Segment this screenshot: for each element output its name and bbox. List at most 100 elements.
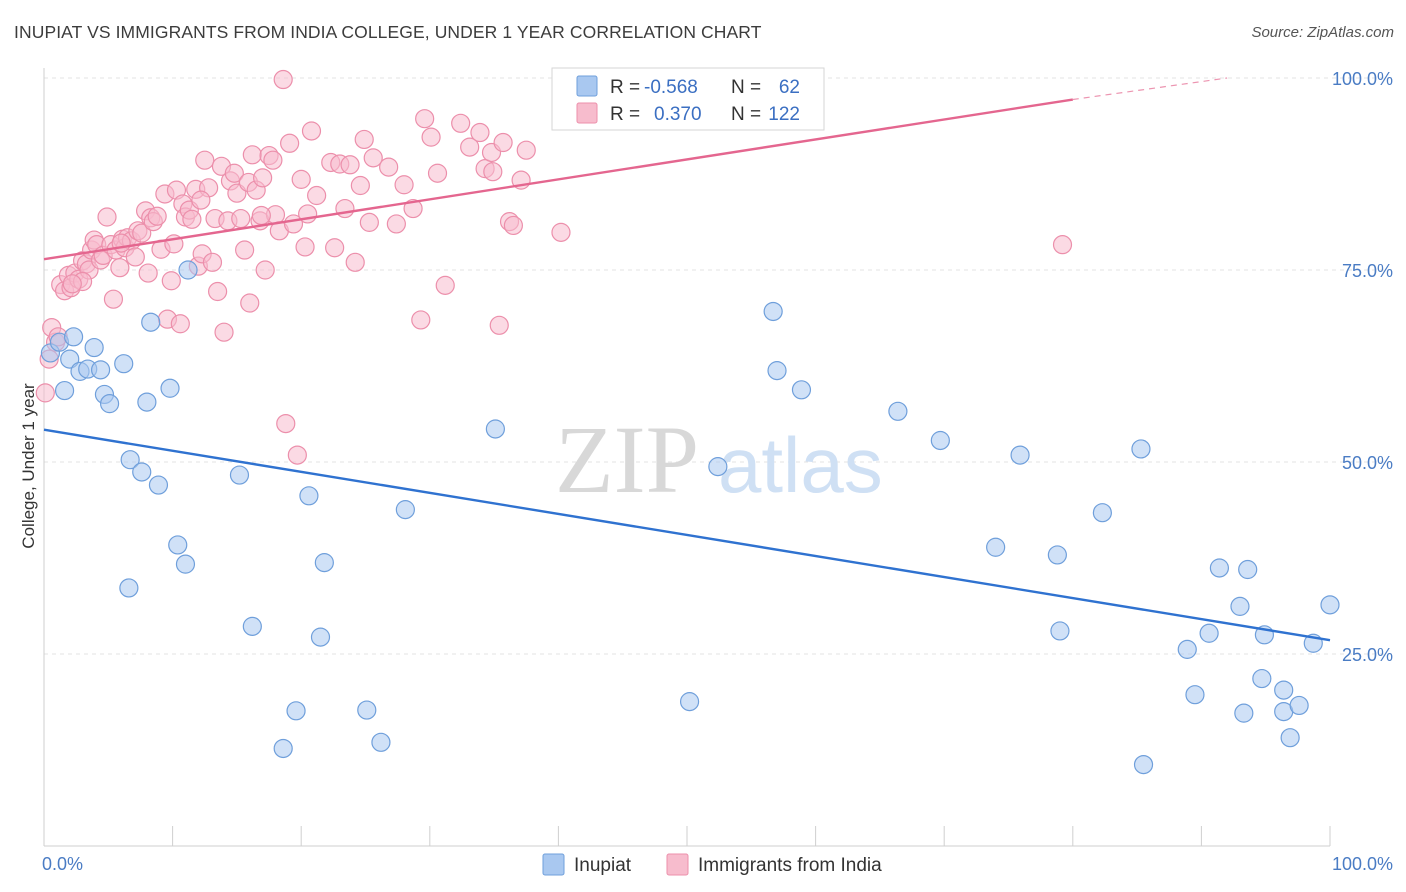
india-point [503,215,523,236]
inupiat-point [1209,558,1230,578]
india-point [214,322,234,342]
india-point [182,209,202,229]
y-tick-label: 25.0% [1342,645,1393,665]
india-point [273,69,293,90]
india-point [359,212,379,232]
india-point [251,205,271,226]
inupiat-point [242,616,262,636]
inupiat-point [132,462,152,482]
inupiat-point [175,554,196,574]
india-point [411,310,431,330]
india-point [470,122,490,143]
inupiat-point [160,378,180,398]
inupiat-point [930,430,950,451]
india-point [280,133,300,153]
inupiat-point [1230,596,1250,616]
inupiat-point [1185,685,1205,705]
india-point [103,289,124,309]
india-point [161,271,181,291]
inupiat-point [178,260,198,280]
legend-n-value-india: 122 [768,104,800,125]
inupiat-point [1177,639,1197,659]
inupiat-point [60,349,80,369]
inupiat-point [137,392,157,412]
india-point [35,383,55,403]
y-tick-label: 75.0% [1342,261,1393,281]
india-point [301,121,322,141]
inupiat-point [791,380,812,400]
india-point [340,155,360,175]
india-point [460,137,480,157]
inupiat-point [395,500,415,520]
india-point [231,208,251,229]
inupiat-point [485,419,505,439]
axes [43,68,1331,847]
india-point [350,175,370,196]
india-point [363,148,383,168]
inupiat-point [84,337,104,358]
india-point [325,238,345,258]
chart-title: INUPIAT VS IMMIGRANTS FROM INDIA COLLEGE… [14,22,762,42]
inupiat-point [679,692,700,712]
india-point [202,252,223,272]
inupiat-point [357,700,377,720]
india-point [242,145,262,165]
india-point [235,240,255,260]
india-point [354,129,374,150]
inupiat-point [888,401,908,421]
inupiat-point [1320,595,1340,615]
series-inupiat-points [40,260,1340,775]
india-point [394,175,414,195]
inupiat-point [371,732,391,752]
inupiat-point [1050,621,1070,641]
inupiat-point [314,553,334,573]
india-point [415,109,435,129]
bottom-legend-swatch-inupiat [542,853,565,876]
inupiat-point [63,327,84,347]
tick-labels: 25.0% 50.0% 75.0% 100.0% 0.0% 100.0% [42,69,1393,874]
inupiat-point [986,537,1006,557]
grid-lines [44,77,1392,655]
india-point [110,258,130,278]
inupiat-point [310,627,331,647]
india-point [287,445,307,465]
india-point [403,198,423,219]
india-trend-line [43,98,1073,261]
india-point [240,293,260,313]
y-tick-label: 100.0% [1332,69,1393,89]
inupiat-point [299,486,319,506]
india-point [191,190,211,210]
inupiat-point [141,312,161,332]
top-legend: R = -0.568 N = 62 R = 0.370 N = 122 [551,67,825,131]
legend-swatch-india [576,102,598,124]
legend-n-value-inupiat: 62 [779,77,800,98]
source-credit: Source: ZipAtlas.com [1251,24,1394,41]
india-point [435,275,455,295]
inupiat-point [90,360,111,380]
inupiat-point [229,465,250,485]
inupiat-point [1047,545,1067,565]
inupiat-point [763,301,783,322]
inupiat-point [1238,559,1258,580]
legend-r-value-inupiat: -0.568 [644,77,698,98]
inupiat-point [54,380,75,401]
inupiat-point [119,578,139,598]
legend-r-value-india: 0.370 [654,104,702,125]
y-axis-title: College, Under 1 year [19,383,38,549]
india-point [138,263,158,283]
india-point [335,198,355,219]
india-point [427,163,448,183]
india-point [379,157,399,177]
inupiat-point [767,361,787,381]
inupiat-point [114,354,134,374]
india-point [291,169,311,189]
y-tick-label: 50.0% [1342,453,1393,473]
india-point [132,223,152,243]
inupiat-point [168,535,188,555]
india-point [421,127,441,147]
bottom-legend: Inupiat Immigrants from India [542,853,882,876]
india-trend-extension [1072,77,1228,101]
india-point [263,150,283,170]
legend-r-label-india: R = [610,104,640,125]
india-point [208,281,228,302]
